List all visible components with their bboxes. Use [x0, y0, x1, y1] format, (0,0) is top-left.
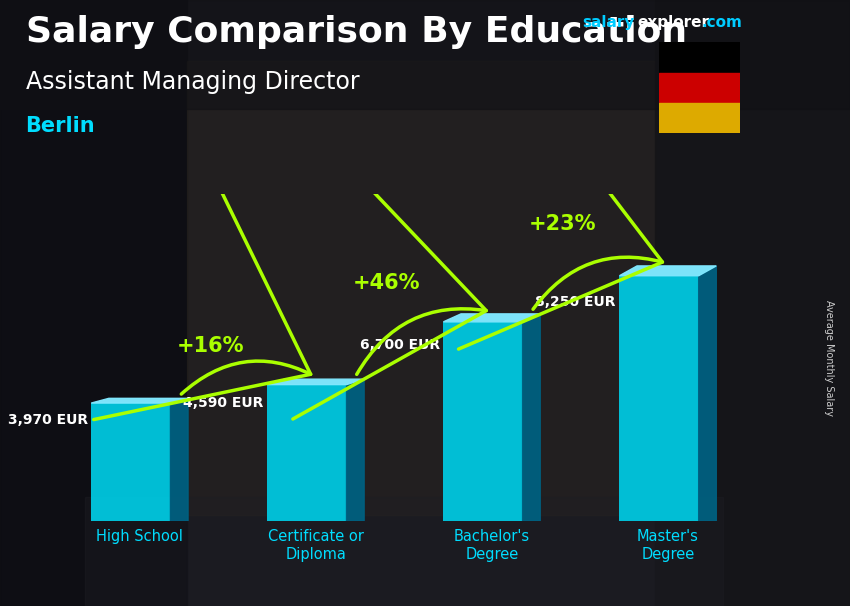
Bar — [654, 0, 850, 606]
Bar — [187, 61, 654, 515]
FancyArrowPatch shape — [94, 175, 311, 419]
Polygon shape — [347, 379, 364, 521]
Bar — [267, 385, 347, 521]
Bar — [85, 497, 722, 606]
Text: explorer: explorer — [638, 15, 710, 30]
Bar — [659, 103, 740, 133]
Polygon shape — [444, 314, 541, 322]
Text: Average Monthly Salary: Average Monthly Salary — [824, 299, 834, 416]
Polygon shape — [91, 398, 188, 403]
Bar — [0, 0, 187, 606]
Text: salary: salary — [582, 15, 635, 30]
Polygon shape — [523, 314, 541, 521]
Polygon shape — [620, 266, 717, 276]
Polygon shape — [171, 398, 188, 521]
Text: Salary Comparison By Education: Salary Comparison By Education — [26, 15, 687, 49]
Polygon shape — [267, 379, 364, 385]
Text: +23%: +23% — [529, 214, 596, 234]
Bar — [620, 276, 699, 521]
Bar — [444, 322, 523, 521]
FancyArrowPatch shape — [458, 86, 662, 349]
Polygon shape — [699, 266, 717, 521]
Text: +46%: +46% — [353, 273, 420, 293]
Bar — [0, 0, 850, 109]
FancyArrowPatch shape — [293, 150, 486, 419]
Text: +16%: +16% — [176, 336, 244, 356]
Text: 6,700 EUR: 6,700 EUR — [360, 338, 439, 352]
Text: .com: .com — [701, 15, 742, 30]
Bar — [659, 42, 740, 73]
Text: 8,250 EUR: 8,250 EUR — [536, 295, 616, 310]
Bar — [659, 73, 740, 103]
Text: Assistant Managing Director: Assistant Managing Director — [26, 70, 359, 94]
Bar — [91, 403, 171, 521]
Text: 3,970 EUR: 3,970 EUR — [8, 413, 88, 427]
Text: Berlin: Berlin — [26, 116, 95, 136]
Text: 4,590 EUR: 4,590 EUR — [184, 396, 264, 410]
